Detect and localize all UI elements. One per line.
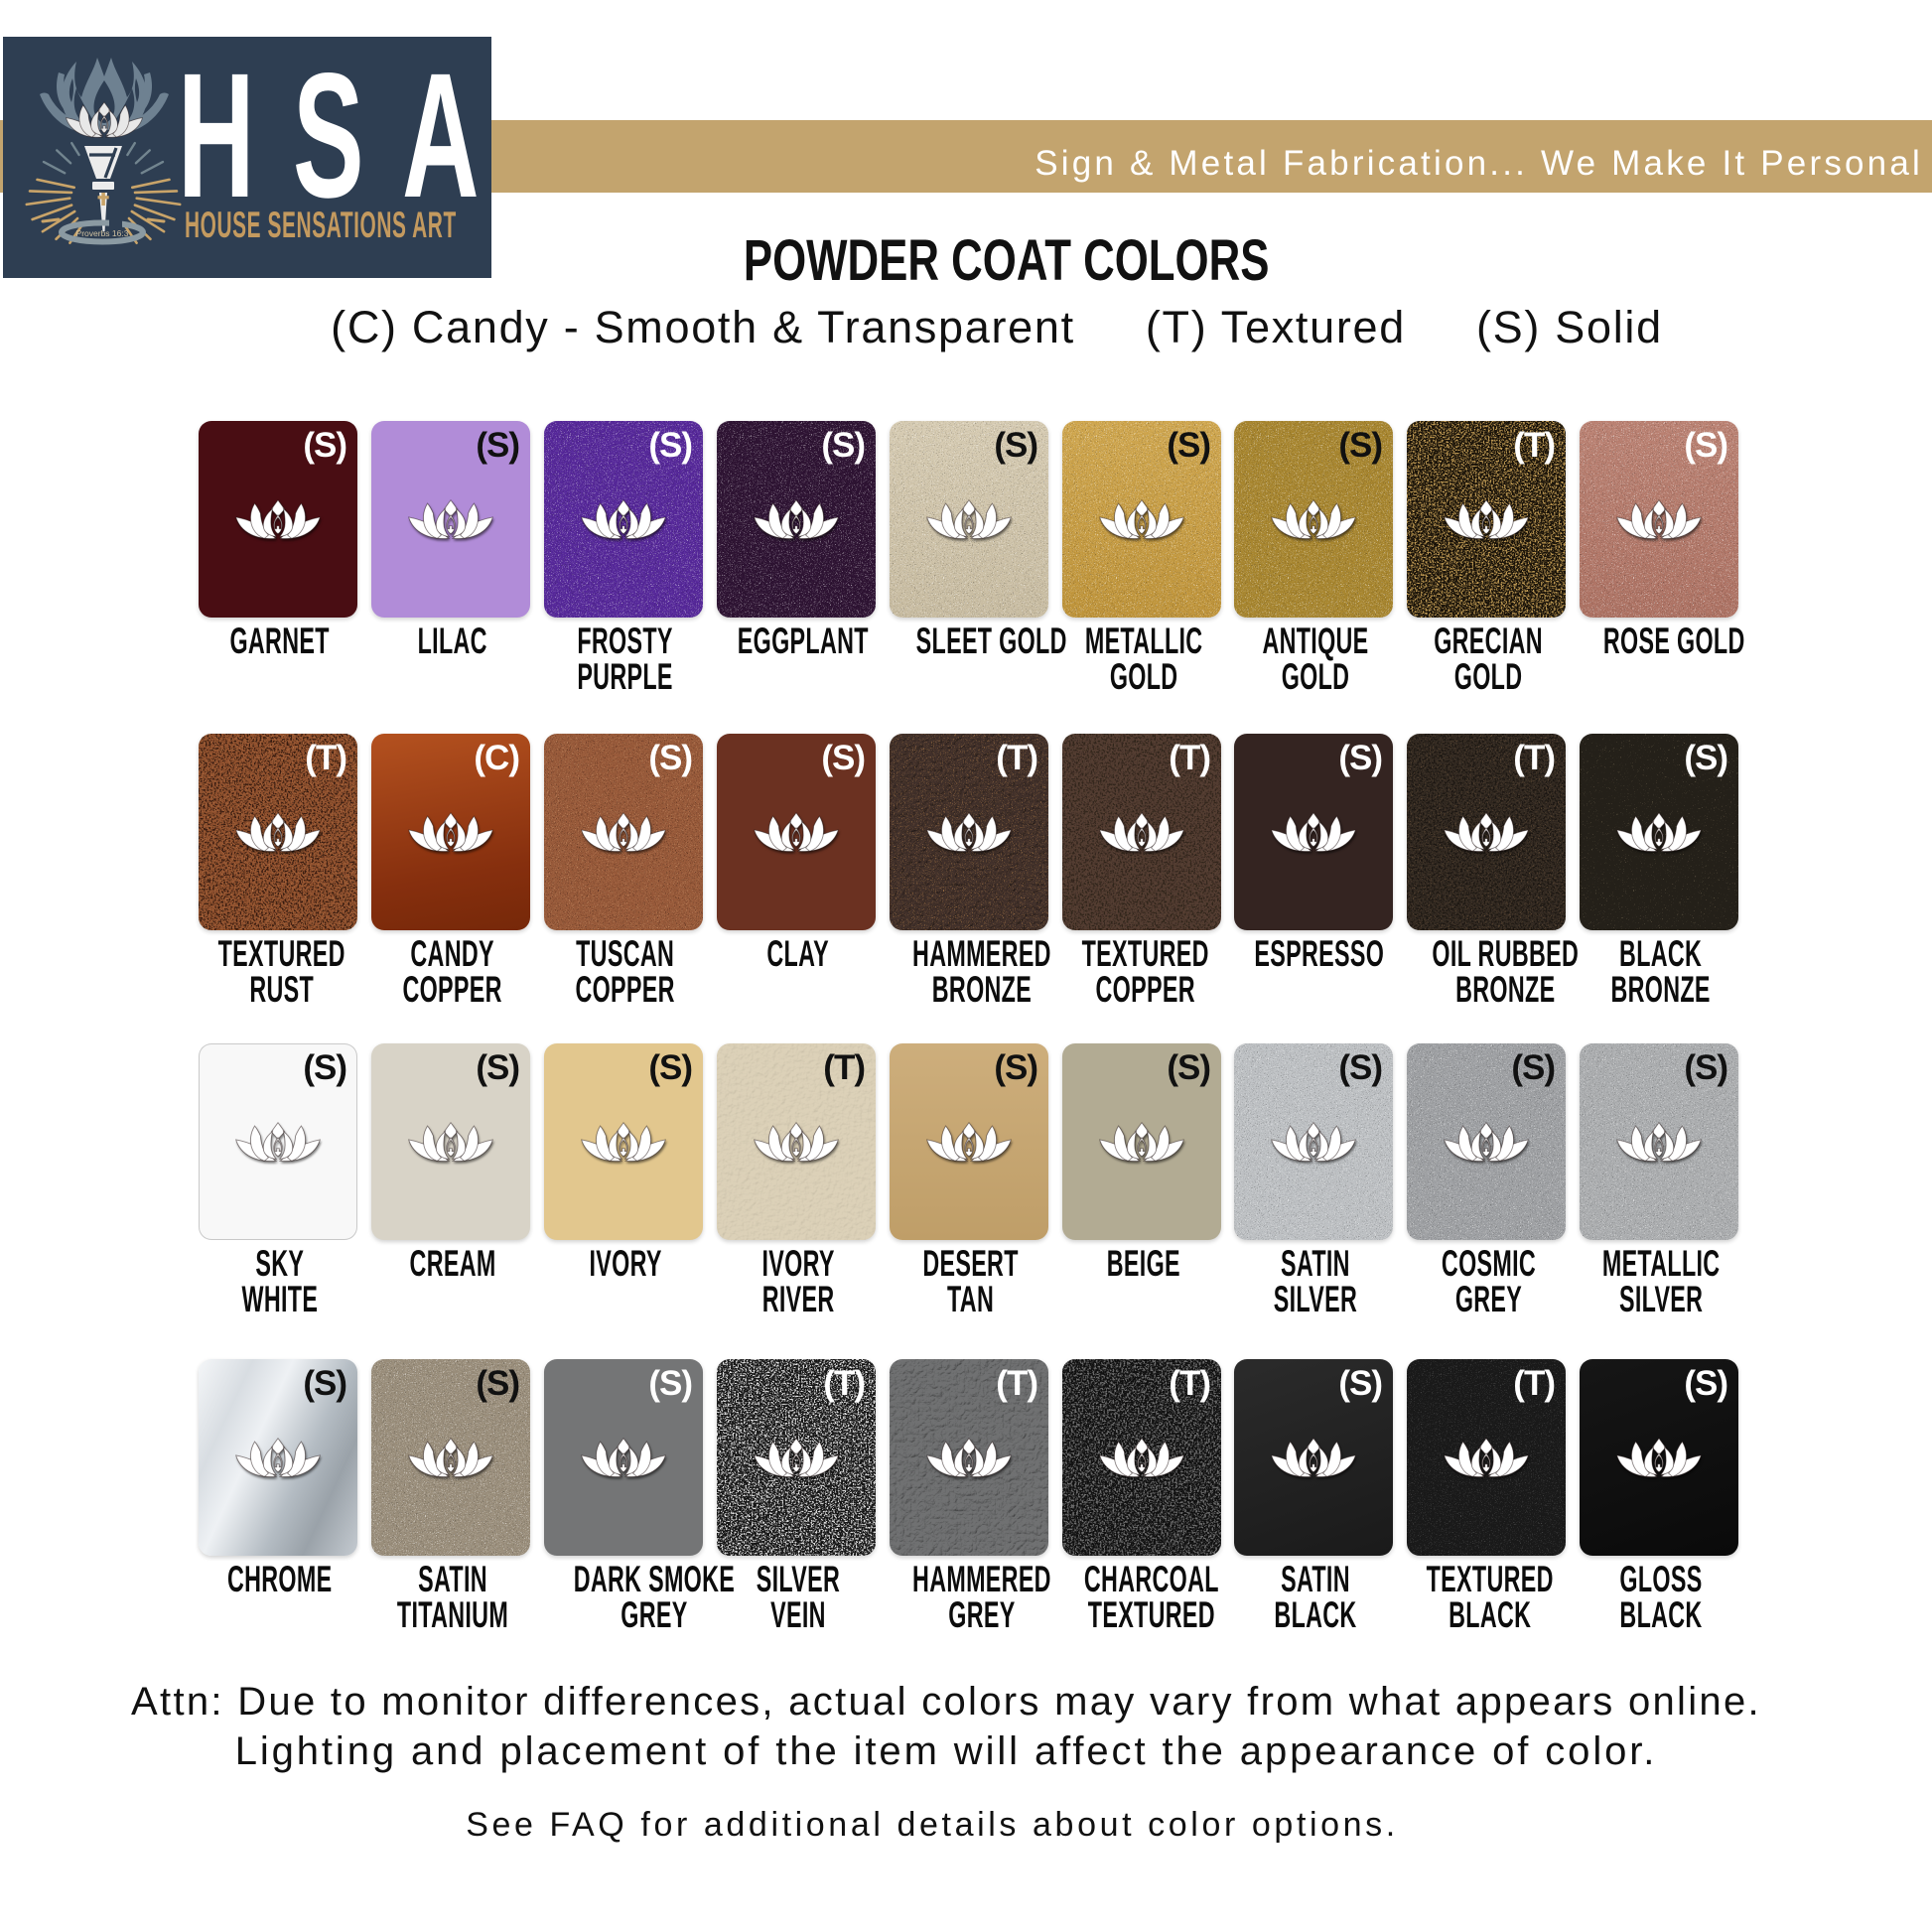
svg-text:Proverbs 16:3: Proverbs 16:3 bbox=[76, 228, 129, 238]
